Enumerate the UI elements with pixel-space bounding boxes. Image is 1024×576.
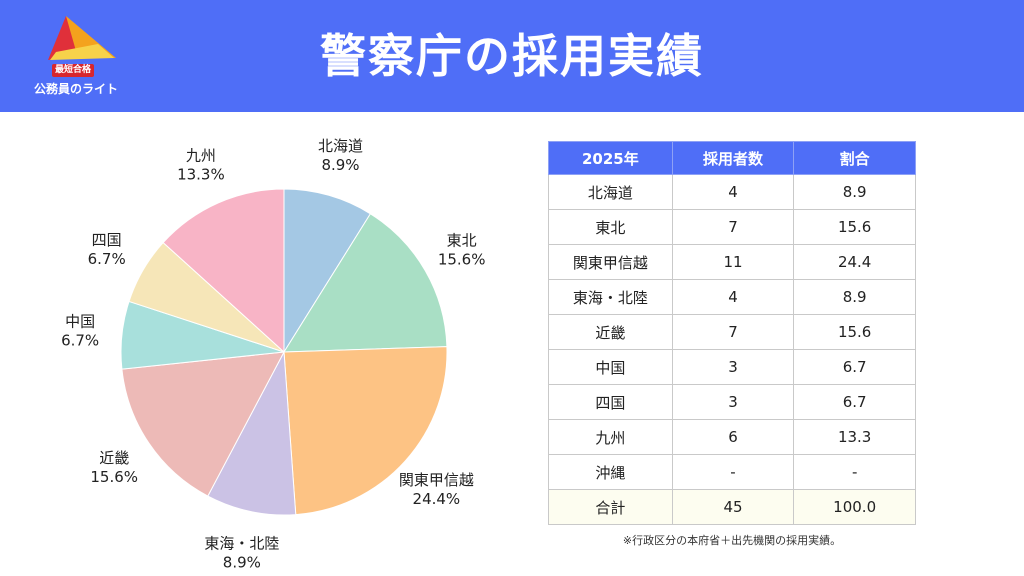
table-row: 関東甲信越 11 24.4	[548, 244, 916, 280]
pie-slice	[121, 351, 285, 497]
slice-name: 近畿	[99, 449, 129, 467]
count-cell: 11	[671, 244, 795, 280]
logo-badge: 最短合格	[52, 64, 95, 77]
table-row: 東北 7 15.6	[548, 209, 916, 245]
slice-name: 中国	[65, 312, 95, 330]
pie-slice	[283, 346, 448, 516]
count-cell: 6	[671, 419, 795, 455]
count-cell: 4	[671, 174, 795, 210]
pie-slice	[283, 188, 372, 354]
slice-percent: 8.9%	[223, 554, 261, 572]
region-cell: 北海道	[548, 174, 673, 210]
pie-slice	[207, 350, 297, 516]
total-ratio-cell: 100.0	[793, 489, 916, 525]
slice-label: 中国 6.7%	[61, 312, 99, 349]
table-row: 北海道 4 8.9	[548, 174, 916, 210]
table-row: 四国 3 6.7	[548, 384, 916, 420]
slice-label: 関東甲信越 24.4%	[399, 471, 474, 508]
count-cell: 7	[671, 209, 795, 245]
data-table: 2025年 採用者数 割合 北海道 4 8.9 東北 7 15.6 関東甲信越 11 24.…	[548, 141, 916, 525]
total-label-cell: 合計	[548, 489, 673, 525]
table-row: 近畿 7 15.6	[548, 314, 916, 350]
region-cell: 沖縄	[548, 454, 673, 490]
slice-percent: 15.6%	[90, 468, 138, 486]
region-cell: 九州	[548, 419, 673, 455]
footnote: ※行政区分の本府省＋出先機関の採用実績。	[622, 534, 842, 547]
region-cell: 中国	[548, 349, 673, 385]
column-header-year: 2025年	[548, 141, 673, 175]
logo-mountain-icon	[48, 16, 116, 60]
column-header-ratio: 割合	[793, 141, 916, 175]
slice-percent: 6.7%	[88, 250, 126, 268]
slice-label: 九州 13.3%	[177, 147, 225, 184]
slice-percent: 13.3%	[177, 166, 225, 184]
ratio-cell: 6.7	[793, 384, 916, 420]
ratio-cell: 15.6	[793, 209, 916, 245]
slice-name: 九州	[186, 147, 216, 165]
page-title: 警察庁の採用実績	[320, 29, 704, 83]
table-row: 中国 3 6.7	[548, 349, 916, 385]
slice-label: 東海・北陸 8.9%	[204, 535, 279, 572]
slice-label: 北海道 8.9%	[318, 137, 363, 174]
slice-percent: 6.7%	[61, 331, 99, 349]
slice-name: 関東甲信越	[399, 471, 474, 489]
slice-percent: 15.6%	[438, 251, 486, 269]
pie-slice	[162, 188, 285, 354]
region-cell: 関東甲信越	[548, 244, 673, 280]
pie-slice	[283, 213, 448, 353]
region-cell: 四国	[548, 384, 673, 420]
ratio-cell: 8.9	[793, 279, 916, 315]
ratio-cell: -	[793, 454, 916, 490]
header-banner: 最短合格 公務員のライト 警察庁の採用実績	[0, 0, 1024, 112]
ratio-cell: 13.3	[793, 419, 916, 455]
table-header-row: 2025年 採用者数 割合	[548, 141, 916, 175]
region-cell: 東海・北陸	[548, 279, 673, 315]
table-row: 沖縄 - -	[548, 454, 916, 490]
count-cell: 3	[671, 349, 795, 385]
total-count-cell: 45	[671, 489, 795, 525]
pie-chart: 北海道 8.9%東北 15.6%関東甲信越 24.4%東海・北陸 8.9%近畿 15.6%…	[61, 137, 486, 572]
slice-name: 四国	[92, 231, 122, 249]
logo: 最短合格 公務員のライト	[28, 14, 138, 98]
slice-name: 東海・北陸	[204, 535, 279, 553]
count-cell: 3	[671, 384, 795, 420]
slice-label: 東北 15.6%	[438, 232, 486, 269]
count-cell: 7	[671, 314, 795, 350]
count-cell: -	[671, 454, 795, 490]
slice-label: 近畿 15.6%	[90, 449, 138, 486]
region-cell: 近畿	[548, 314, 673, 350]
slice-percent: 8.9%	[321, 156, 359, 174]
slice-name: 北海道	[318, 137, 363, 155]
table-row: 九州 6 13.3	[548, 419, 916, 455]
logo-brand-text: 公務員のライト	[34, 82, 119, 96]
count-cell: 4	[671, 279, 795, 315]
table-row: 東海・北陸 4 8.9	[548, 279, 916, 315]
column-header-count: 採用者数	[671, 141, 795, 175]
ratio-cell: 24.4	[793, 244, 916, 280]
region-cell: 東北	[548, 209, 673, 245]
ratio-cell: 8.9	[793, 174, 916, 210]
slice-label: 四国 6.7%	[88, 231, 126, 268]
slice-name: 東北	[447, 232, 477, 250]
table-total-row: 合計 45 100.0	[548, 489, 916, 525]
ratio-cell: 15.6	[793, 314, 916, 350]
ratio-cell: 6.7	[793, 349, 916, 385]
slice-percent: 24.4%	[413, 490, 461, 508]
